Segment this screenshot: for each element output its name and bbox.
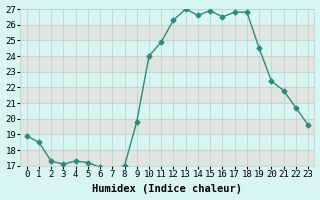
Bar — [20, 119, 314, 134]
Bar — [20, 87, 314, 103]
X-axis label: Humidex (Indice chaleur): Humidex (Indice chaleur) — [92, 184, 242, 194]
Bar — [20, 150, 314, 166]
Bar — [20, 25, 314, 40]
Bar — [20, 56, 314, 72]
